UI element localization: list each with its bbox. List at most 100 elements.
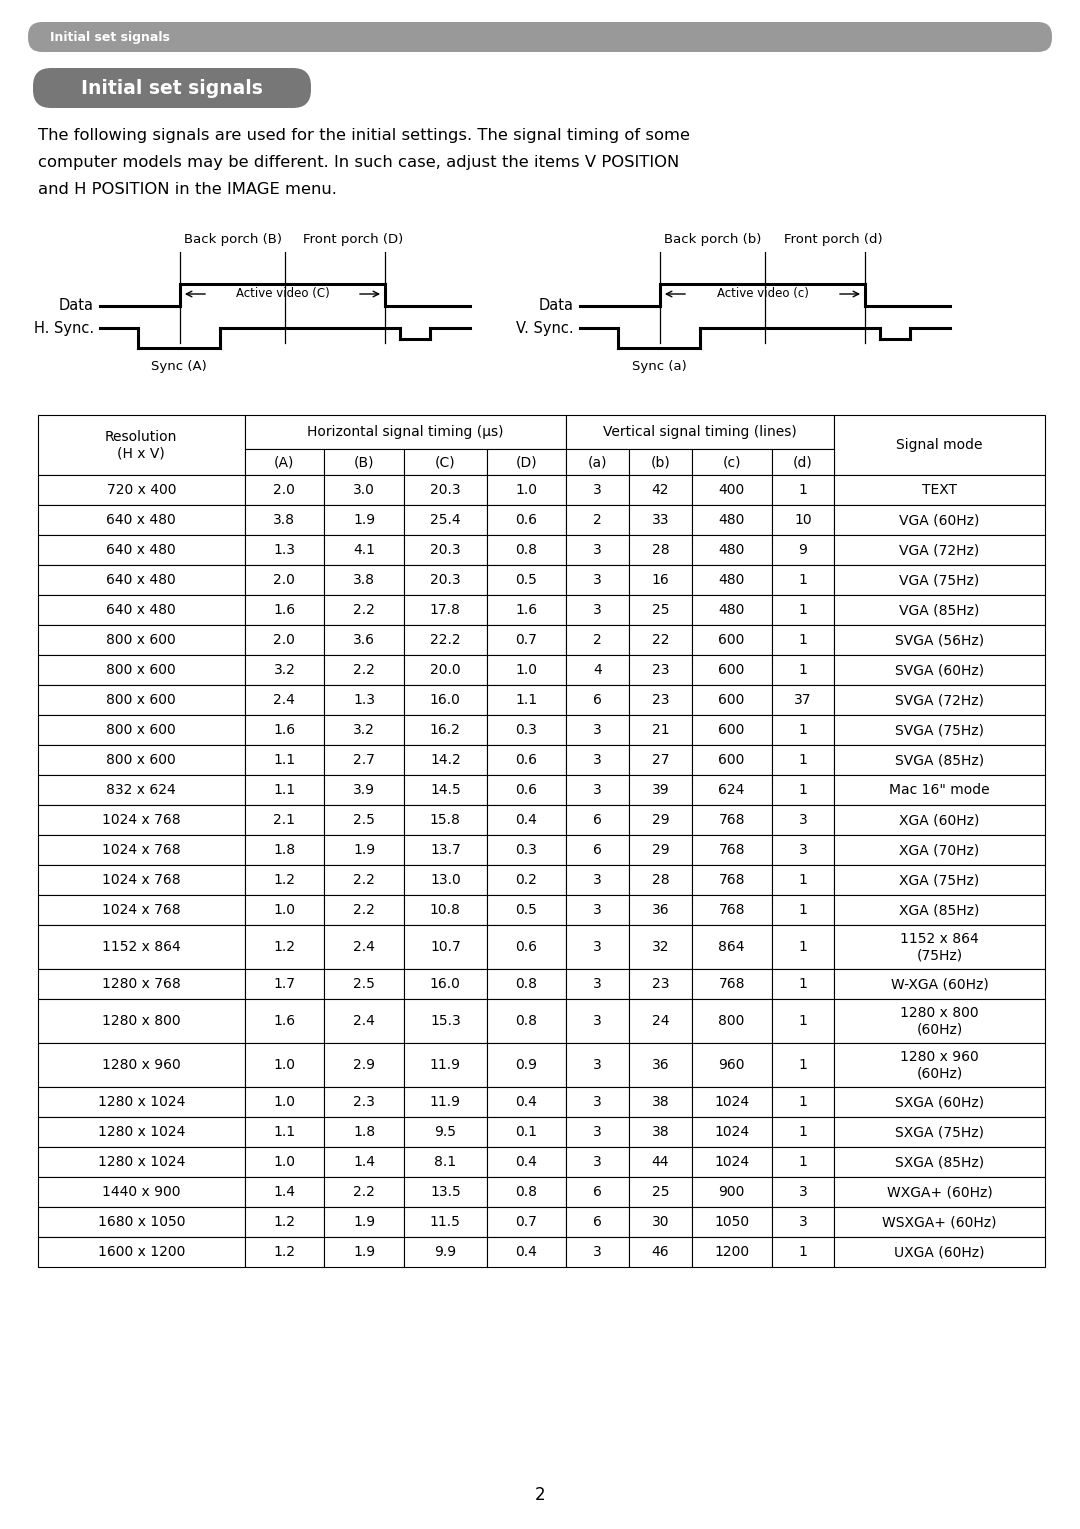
Bar [834,716,1045,745]
Text: 0.8: 0.8 [515,543,538,557]
Bar [771,835,834,865]
Text: 38: 38 [651,1125,670,1139]
Text: 1.1: 1.1 [273,1125,296,1139]
Bar [629,745,692,775]
Bar [692,1087,771,1118]
Bar [324,685,404,716]
Text: 800 x 600: 800 x 600 [107,633,176,647]
Text: computer models may be different. In such case, adjust the items V POSITION: computer models may be different. In suc… [38,154,679,170]
Text: 1: 1 [798,1154,808,1170]
Text: 0.6: 0.6 [515,940,538,954]
Text: 1.0: 1.0 [515,483,538,497]
Text: 3: 3 [798,1216,807,1229]
Text: 1280 x 1024: 1280 x 1024 [97,1154,185,1170]
Text: 32: 32 [651,940,670,954]
Text: 1280 x 960
(60Hz): 1280 x 960 (60Hz) [901,1049,978,1081]
Bar [771,925,834,969]
Bar [404,505,487,535]
Bar [629,505,692,535]
Bar [566,685,629,716]
Text: 480: 480 [718,573,745,587]
Text: 2.7: 2.7 [353,752,375,768]
Text: 1024 x 768: 1024 x 768 [102,842,180,856]
Text: 30: 30 [651,1216,670,1229]
Text: Initial set signals: Initial set signals [50,31,170,43]
Bar [244,804,324,835]
Text: 1.0: 1.0 [515,664,538,677]
Text: 1.3: 1.3 [353,693,375,706]
Text: 20.3: 20.3 [430,543,461,557]
Text: 1.9: 1.9 [353,1245,375,1258]
Bar [38,625,244,654]
Bar [771,998,834,1043]
Text: 0.5: 0.5 [515,573,538,587]
Text: 720 x 400: 720 x 400 [107,483,176,497]
Text: 3: 3 [593,1245,603,1258]
Text: 3: 3 [798,1185,807,1199]
Text: 23: 23 [651,693,670,706]
Bar [324,804,404,835]
Bar [692,476,771,505]
Text: 1.2: 1.2 [273,940,296,954]
Text: 480: 480 [718,543,745,557]
Bar [566,1087,629,1118]
Text: 6: 6 [593,693,603,706]
Text: 1: 1 [798,1095,808,1109]
Text: 624: 624 [718,783,745,797]
Text: 800 x 600: 800 x 600 [107,664,176,677]
Text: 14.2: 14.2 [430,752,461,768]
Text: V. Sync.: V. Sync. [516,321,573,335]
Bar [566,804,629,835]
Text: 1: 1 [798,873,808,887]
Bar [244,1118,324,1147]
Text: 1440 x 900: 1440 x 900 [102,1185,180,1199]
Bar [404,1147,487,1177]
Text: W-XGA (60Hz): W-XGA (60Hz) [891,977,988,991]
Bar [692,1147,771,1177]
Text: 960: 960 [718,1058,745,1072]
Bar [38,804,244,835]
Bar [244,654,324,685]
Text: 1: 1 [798,723,808,737]
Text: 2.4: 2.4 [273,693,295,706]
Bar [834,1043,1045,1087]
Bar [834,1118,1045,1147]
Bar [404,450,487,476]
Text: 0.8: 0.8 [515,1014,538,1027]
Bar [834,1237,1045,1268]
Bar [629,1237,692,1268]
Text: 1024 x 768: 1024 x 768 [102,904,180,917]
Bar [834,804,1045,835]
Text: 800: 800 [718,1014,745,1027]
Text: 44: 44 [651,1154,670,1170]
Text: 1.3: 1.3 [273,543,296,557]
Bar [404,1043,487,1087]
Text: 2.5: 2.5 [353,813,375,827]
Text: Mac 16" mode: Mac 16" mode [889,783,990,797]
Text: 1.0: 1.0 [273,904,296,917]
Text: 2.1: 2.1 [273,813,296,827]
Text: 1200: 1200 [714,1245,750,1258]
Bar [566,775,629,804]
Text: Data: Data [59,298,94,313]
Bar [487,654,566,685]
Text: 3: 3 [593,940,603,954]
Text: 3: 3 [593,1014,603,1027]
Bar [324,1118,404,1147]
Bar [692,1206,771,1237]
Text: XGA (85Hz): XGA (85Hz) [900,904,980,917]
Text: (a): (a) [588,456,608,469]
Bar [629,654,692,685]
Bar [38,1118,244,1147]
Bar [244,685,324,716]
Text: 1280 x 800: 1280 x 800 [102,1014,180,1027]
Text: 0.1: 0.1 [515,1125,538,1139]
Text: VGA (72Hz): VGA (72Hz) [900,543,980,557]
Text: 25: 25 [651,1185,670,1199]
Text: 3: 3 [593,1058,603,1072]
Text: 1.0: 1.0 [273,1058,296,1072]
Text: 1: 1 [798,940,808,954]
Bar [629,804,692,835]
Text: 2.0: 2.0 [273,483,295,497]
Text: 1.2: 1.2 [273,1245,296,1258]
